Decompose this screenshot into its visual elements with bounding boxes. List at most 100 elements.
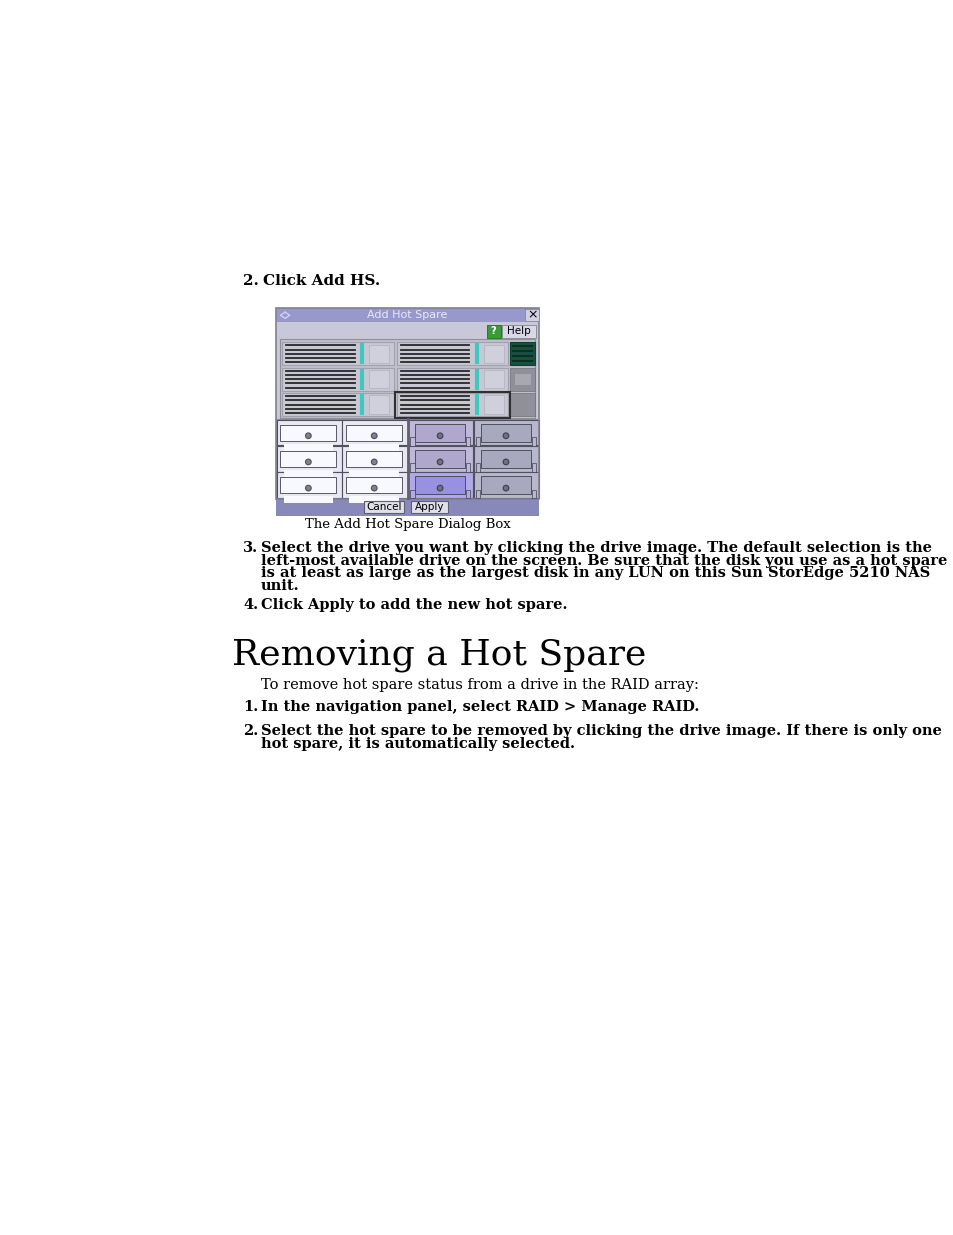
Bar <box>275 322 538 499</box>
Text: ×: × <box>526 309 537 322</box>
Bar <box>349 496 398 503</box>
Bar <box>501 325 536 337</box>
Bar <box>280 425 335 441</box>
Bar <box>342 472 407 498</box>
Circle shape <box>503 485 508 490</box>
Text: Add Hot Spare: Add Hot Spare <box>367 310 447 320</box>
Text: To remove hot spare status from a drive in the RAID array:: To remove hot spare status from a drive … <box>261 678 699 692</box>
Circle shape <box>371 485 376 490</box>
Bar <box>531 489 536 499</box>
Bar <box>346 425 402 441</box>
Bar <box>342 446 407 472</box>
Circle shape <box>436 485 442 490</box>
Bar <box>283 445 333 451</box>
Bar <box>483 395 503 414</box>
Circle shape <box>371 459 376 464</box>
Text: Click Add HS.: Click Add HS. <box>262 274 379 288</box>
Bar <box>276 420 341 446</box>
Text: 3.: 3. <box>243 541 258 555</box>
Text: hot spare, it is automatically selected.: hot spare, it is automatically selected. <box>261 737 575 751</box>
Text: Select the hot spare to be removed by clicking the drive image. If there is only: Select the hot spare to be removed by cl… <box>261 724 941 739</box>
Bar <box>346 451 402 467</box>
Circle shape <box>436 459 442 464</box>
Text: Apply: Apply <box>414 501 443 513</box>
Bar <box>476 463 480 472</box>
Circle shape <box>504 461 507 463</box>
Bar <box>410 463 415 472</box>
Bar <box>282 368 394 390</box>
Bar <box>396 368 508 390</box>
Bar <box>486 325 500 337</box>
Bar <box>280 451 335 467</box>
Bar <box>282 342 394 366</box>
Bar <box>509 393 534 416</box>
Circle shape <box>504 487 507 489</box>
Bar <box>408 446 473 472</box>
Bar <box>395 391 509 417</box>
Bar <box>280 477 335 493</box>
Bar <box>415 424 464 442</box>
Circle shape <box>373 487 375 489</box>
Bar <box>531 463 536 472</box>
Bar <box>408 420 473 446</box>
Text: In the navigation panel, select RAID > Manage RAID.: In the navigation panel, select RAID > M… <box>261 699 699 714</box>
Bar <box>415 477 464 494</box>
Circle shape <box>438 487 441 489</box>
Bar <box>410 501 447 514</box>
Bar <box>349 445 398 451</box>
Bar <box>474 420 538 446</box>
Text: 2.: 2. <box>243 274 259 288</box>
Bar <box>465 489 470 499</box>
Bar <box>280 340 534 417</box>
Text: The Add Hot Spare Dialog Box: The Add Hot Spare Dialog Box <box>304 517 510 531</box>
Circle shape <box>307 435 310 437</box>
Text: Removing a Hot Spare: Removing a Hot Spare <box>232 638 645 672</box>
Bar <box>480 424 530 442</box>
Circle shape <box>373 435 375 437</box>
Bar <box>276 472 341 498</box>
Bar <box>275 309 538 322</box>
Bar <box>275 498 538 516</box>
Bar <box>369 345 389 363</box>
Bar <box>364 501 404 514</box>
Bar <box>474 446 538 472</box>
Bar <box>480 450 530 468</box>
Bar <box>342 420 407 446</box>
Circle shape <box>371 433 376 438</box>
Bar <box>276 446 341 472</box>
Text: Select the drive you want by clicking the drive image. The default selection is : Select the drive you want by clicking th… <box>261 541 931 555</box>
Text: Help: Help <box>507 326 531 336</box>
Circle shape <box>305 433 311 438</box>
Bar <box>369 395 389 414</box>
Circle shape <box>307 461 310 463</box>
Circle shape <box>307 487 310 489</box>
Bar <box>282 393 394 416</box>
Text: Cancel: Cancel <box>366 501 401 513</box>
Bar <box>410 437 415 446</box>
Bar <box>465 437 470 446</box>
Bar <box>509 368 534 390</box>
Circle shape <box>503 459 508 464</box>
Bar <box>509 342 534 366</box>
Bar <box>346 477 402 493</box>
Text: unit.: unit. <box>261 579 299 593</box>
Text: 1.: 1. <box>243 699 258 714</box>
Text: 2.: 2. <box>243 724 258 739</box>
Bar <box>480 477 530 494</box>
Bar <box>408 472 473 498</box>
Bar <box>525 309 537 321</box>
Text: ?: ? <box>490 326 496 336</box>
Bar <box>415 450 464 468</box>
Bar <box>349 471 398 477</box>
Bar <box>283 496 333 503</box>
Text: Click Apply to add the new hot spare.: Click Apply to add the new hot spare. <box>261 598 567 611</box>
Bar <box>531 437 536 446</box>
Circle shape <box>305 459 311 464</box>
Bar <box>465 463 470 472</box>
Circle shape <box>436 433 442 438</box>
Circle shape <box>305 485 311 490</box>
Text: 4.: 4. <box>243 598 258 611</box>
Circle shape <box>504 435 507 437</box>
Bar <box>483 370 503 389</box>
Bar <box>483 345 503 363</box>
